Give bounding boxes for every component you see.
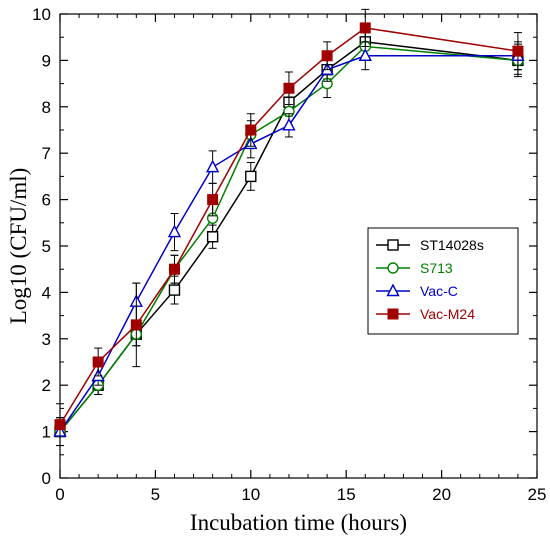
- data-point: [130, 319, 142, 331]
- legend-item: ST14028s: [376, 237, 484, 253]
- data-point: [206, 231, 219, 243]
- y-tick-label: 0: [42, 469, 51, 488]
- x-tick-label: 20: [432, 485, 451, 504]
- legend-label: ST14028s: [420, 237, 484, 253]
- data-point: [283, 82, 295, 94]
- legend-label: S713: [420, 260, 453, 276]
- series-line: [59, 45, 518, 433]
- data-point: [387, 239, 399, 251]
- y-tick-label: 2: [42, 376, 51, 395]
- data-point: [245, 124, 257, 136]
- data-point: [282, 117, 296, 131]
- data-point: [387, 308, 399, 320]
- y-tick-label: 3: [42, 330, 51, 349]
- series-vac-m24: [54, 8, 524, 447]
- y-tick-label: 8: [42, 98, 51, 117]
- data-point: [245, 170, 257, 183]
- x-tick-label: 5: [151, 485, 160, 504]
- y-tick-label: 5: [42, 237, 51, 256]
- data-point: [358, 48, 372, 61]
- data-point: [92, 356, 104, 368]
- data-point: [167, 224, 182, 238]
- data-point: [168, 284, 181, 296]
- data-point: [321, 50, 333, 62]
- y-tick-label: 4: [42, 283, 51, 302]
- data-point: [386, 283, 400, 297]
- series-line: [59, 55, 518, 433]
- y-tick-label: 9: [42, 51, 51, 70]
- legend-item: Vac-M24: [376, 306, 475, 322]
- axis-ticks: 0 5 10 15 20 25 0 1 2 3 4 5 6 7 8 9 10: [32, 5, 546, 504]
- data-point: [359, 22, 371, 34]
- series-line: [59, 27, 519, 426]
- legend-item: S713: [376, 260, 453, 276]
- data-point: [512, 45, 524, 57]
- x-tick-label: 0: [55, 485, 64, 504]
- y-tick-label: 10: [32, 5, 51, 24]
- legend-item: Vac-C: [376, 283, 458, 299]
- x-tick-label: 10: [241, 485, 260, 504]
- legend-label: Vac-C: [420, 283, 458, 299]
- y-axis-title: Log10 (CFU/ml): [6, 168, 31, 325]
- x-tick-label: 25: [528, 485, 547, 504]
- data-point: [205, 159, 220, 173]
- x-axis-title: Incubation time (hours): [190, 510, 407, 535]
- legend-label: Vac-M24: [420, 306, 475, 322]
- data-point: [207, 194, 219, 206]
- data-point: [54, 419, 66, 431]
- y-tick-label: 6: [42, 191, 51, 210]
- data-point: [168, 263, 180, 275]
- x-tick-label: 15: [337, 485, 356, 504]
- legend: ST14028s S713 Vac-C Vac-M24: [367, 227, 519, 335]
- series-group: [53, 8, 525, 447]
- y-tick-label: 1: [42, 423, 51, 442]
- data-point: [387, 262, 399, 274]
- y-tick-label: 7: [42, 144, 51, 163]
